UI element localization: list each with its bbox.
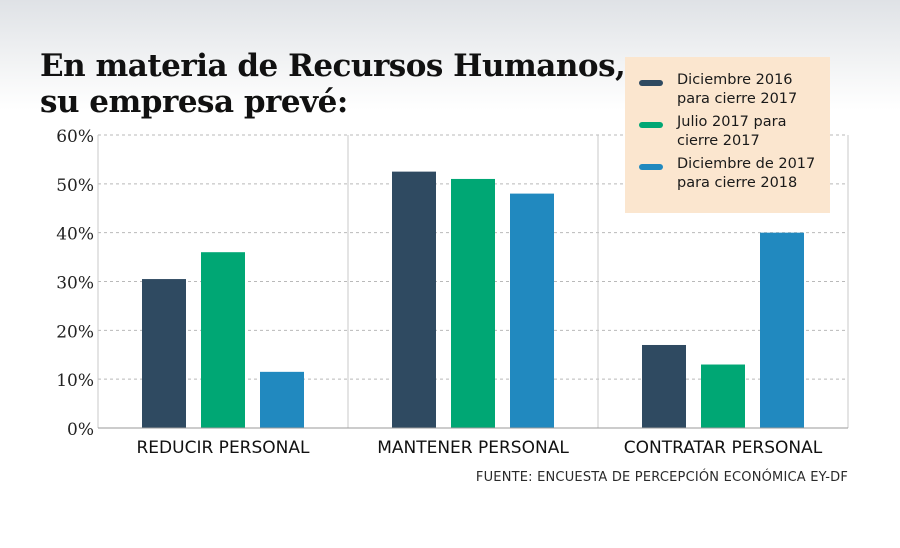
x-category-label: REDUCIR PERSONAL	[137, 438, 311, 458]
legend-label: Diciembre de 2017 para cierre 2018	[677, 156, 816, 191]
bar	[642, 344, 686, 428]
legend-swatch	[639, 122, 663, 128]
legend: Diciembre 2016 para cierre 2017 Julio 20…	[625, 57, 830, 213]
legend-item-dec-2017: Diciembre de 2017 para cierre 2018	[639, 155, 822, 193]
x-category-label: MANTENER PERSONAL	[377, 438, 569, 458]
legend-item-dec-2016: Diciembre 2016 para cierre 2017	[639, 71, 822, 109]
source-note: FUENTE: ENCUESTA DE PERCEPCIÓN ECONÓMICA…	[475, 470, 848, 485]
chart-title-line-1: En materia de Recursos Humanos,	[40, 48, 626, 84]
y-tick-label: 0%	[67, 420, 94, 440]
bar	[201, 252, 245, 428]
bar	[392, 171, 436, 428]
y-tick-label: 40%	[56, 225, 94, 245]
y-tick-label: 60%	[56, 127, 94, 147]
y-tick-label: 50%	[56, 176, 94, 196]
chart-title: En materia de Recursos Humanos, su empre…	[40, 48, 626, 120]
y-tick-label: 20%	[56, 322, 94, 342]
bar	[260, 371, 304, 428]
chart-title-line-2: su empresa prevé:	[40, 84, 348, 120]
bar	[142, 279, 186, 428]
y-tick-label: 10%	[56, 371, 94, 391]
bar	[510, 193, 554, 428]
legend-item-jul-2017: Julio 2017 para cierre 2017	[639, 113, 822, 151]
y-tick-label: 30%	[56, 274, 94, 294]
legend-swatch	[639, 164, 663, 170]
bar	[451, 178, 495, 428]
legend-label: Julio 2017 para cierre 2017	[677, 114, 787, 149]
bar	[701, 364, 745, 428]
legend-swatch	[639, 80, 663, 86]
legend-label: Diciembre 2016 para cierre 2017	[677, 72, 798, 107]
bar	[760, 232, 804, 428]
x-category-label: CONTRATAR PERSONAL	[624, 438, 823, 458]
